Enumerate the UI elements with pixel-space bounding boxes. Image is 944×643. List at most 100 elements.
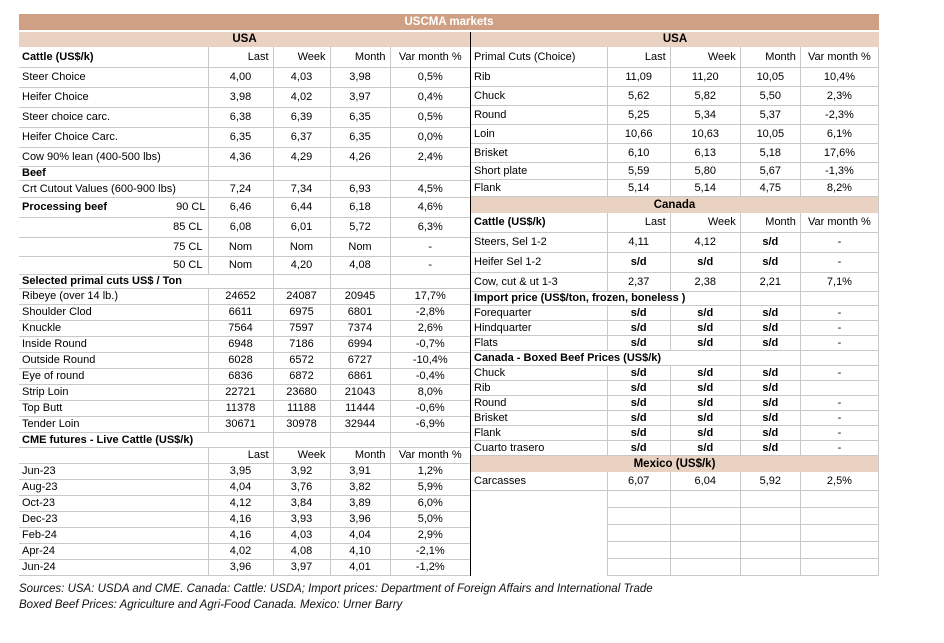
table-row: Heifer Sel 1-2 s/d s/d s/d - [471,252,879,273]
cell: s/d [739,395,801,411]
region-band-row: Canada [471,196,879,213]
cell: 6,35 [207,127,273,148]
cell [606,490,671,508]
cell: 2,38 [669,272,741,292]
row-label: Dec-23 [19,511,208,528]
cattle-table-body: Cattle (US$/k) Last Week Month Var month % St… [19,47,470,576]
cell: 5,18 [739,143,801,163]
cell: 5,14 [669,179,741,197]
table-row: CME futures - Live Cattle (US$/k) [19,432,470,448]
cell: s/d [669,410,741,426]
table-row: Short plate 5,59 5,80 5,67 -1,3% [471,162,879,180]
cell: 6,46 [207,197,273,218]
cell: 4,02 [207,543,273,560]
row-label: Strip Loin [19,384,208,401]
table-row: Eye of round 6836 6872 6861 -0,4% [19,368,470,385]
cell: 4,6% [389,197,470,218]
row-label [19,447,208,464]
cell [669,558,741,576]
cell: 0,5% [389,67,470,88]
cell: 6,13 [669,143,741,163]
cell: 4,02 [272,87,330,108]
table-row: Dec-23 4,16 3,93 3,96 5,0% [19,511,470,528]
cell: 6836 [207,368,273,385]
row-label: Processing beef 90 CL [19,197,208,218]
cell: 30671 [207,416,273,433]
cell: Week [272,447,330,464]
cell: 6948 [207,336,273,353]
cell: 5,72 [329,217,390,238]
row-label: Primal Cuts (Choice) [471,47,608,68]
cell: s/d [606,410,671,426]
row-label-sub: 90 CL [176,201,206,213]
cell: 6994 [329,336,390,353]
cell: Nom [329,237,390,257]
cell: 7,34 [272,180,330,198]
cell: 6,44 [272,197,330,218]
cell [669,507,741,525]
table-row: Steers, Sel 1-2 4,11 4,12 s/d - [471,232,879,253]
row-label: Canada - Boxed Beef Prices (US$/k) [471,350,741,366]
table-row: Cow, cut & ut 1-3 2,37 2,38 2,21 7,1% [471,272,879,292]
sources-footer: Sources: USA: USDA and CME. Canada: Catt… [19,581,879,613]
table-row: Cuarto trasero s/d s/d s/d - [471,440,879,456]
cell: Last [606,47,671,68]
cell: 3,95 [207,463,273,480]
cell: 4,01 [329,559,390,576]
cell: -2,1% [389,543,470,560]
cell [329,166,390,181]
cell [739,350,801,366]
table-row: Outside Round 6028 6572 6727 -10,4% [19,352,470,369]
cell: s/d [739,410,801,426]
row-label: Hindquarter [471,320,608,336]
cell: 4,16 [207,511,273,528]
cell: 7597 [272,320,330,337]
row-label: Feb-24 [19,527,208,544]
cell: 4,75 [739,179,801,197]
cell: 6801 [329,304,390,321]
cell: - [799,425,879,441]
table-row: Flank s/d s/d s/d - [471,425,879,441]
cell: -2,3% [799,105,879,125]
cell: 7,24 [207,180,273,198]
cell: 5,37 [739,105,801,125]
cell: s/d [739,305,801,321]
cell [799,507,879,525]
cell: 2,9% [389,527,470,544]
table-row: Aug-23 4,04 3,76 3,82 5,9% [19,479,470,496]
sources-line-1: Sources: USA: USDA and CME. Canada: Catt… [19,582,653,595]
cell: 7564 [207,320,273,337]
row-label: Beef [19,166,208,181]
row-label: Eye of round [19,368,208,385]
table-row: Oct-23 4,12 3,84 3,89 6,0% [19,495,470,512]
uscma-markets-report: USCMA markets USA Cattle (US$/k) Last Week… [19,14,879,613]
cell: 5,14 [606,179,671,197]
table-row: Rib s/d s/d s/d [471,380,879,396]
cell [799,558,879,576]
cell: -6,9% [389,416,470,433]
cell: s/d [669,395,741,411]
cell: 4,12 [207,495,273,512]
row-label: Cattle (US$/k) [471,213,608,233]
row-label: Steers, Sel 1-2 [471,232,608,253]
row-label: Heifer Sel 1-2 [471,252,608,273]
cell: -0,7% [389,336,470,353]
table-row: Hindquarter s/d s/d s/d - [471,320,879,336]
cell: s/d [669,380,741,396]
cell: Month [739,47,801,68]
row-label: Tender Loin [19,416,208,433]
row-label [471,541,607,558]
primal-cuts-table: Primal Cuts (Choice) Last Week Month Var mon… [471,47,879,576]
cell: 6,10 [606,143,671,163]
cell: 6028 [207,352,273,369]
cell: 4,08 [329,256,390,275]
cell: Nom [272,237,330,257]
report-columns: USA Cattle (US$/k) Last Week Month Var month… [19,32,879,576]
table-row: Crt Cutout Values (600-900 lbs) 7,24 7,34 6… [19,180,470,198]
cell: 4,20 [272,256,330,275]
cell: 0,5% [389,107,470,128]
table-row: Brisket 6,10 6,13 5,18 17,6% [471,143,879,163]
table-row: Chuck s/d s/d s/d - [471,365,879,381]
cell: - [799,232,879,253]
cell: -2,8% [389,304,470,321]
